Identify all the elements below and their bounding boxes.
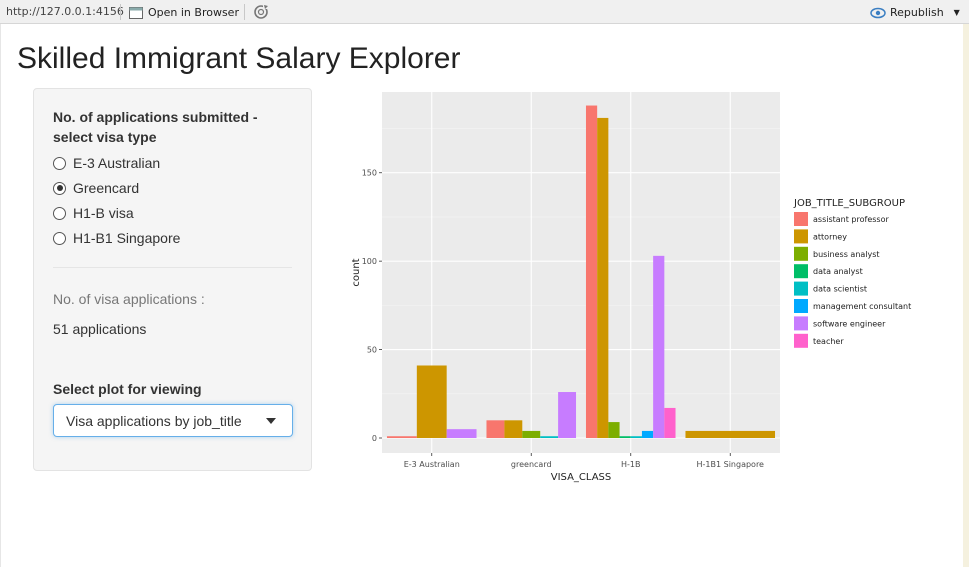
legend-label: management consultant bbox=[813, 302, 911, 311]
x-tick-label: E-3 Australian bbox=[404, 460, 460, 469]
legend-label: software engineer bbox=[813, 319, 886, 328]
url-text: http://127.0.0.1:4156 bbox=[6, 5, 124, 18]
radio-button-icon[interactable] bbox=[53, 156, 66, 170]
bar bbox=[522, 430, 541, 438]
publish-eye-icon bbox=[870, 7, 886, 18]
legend-label: attorney bbox=[813, 232, 847, 241]
bar bbox=[664, 407, 676, 438]
radio-button-selected-icon[interactable] bbox=[53, 181, 66, 195]
radio-option-h1b[interactable]: H1-B visa bbox=[53, 205, 134, 221]
legend-swatch bbox=[794, 212, 808, 226]
refresh-icon[interactable] bbox=[252, 3, 270, 21]
y-tick-label: 0 bbox=[372, 434, 377, 443]
visa-count-value: 51 applications bbox=[53, 321, 147, 337]
y-axis-title: count bbox=[351, 258, 362, 286]
legend-label: assistant professor bbox=[813, 215, 889, 224]
x-tick-label: greencard bbox=[511, 460, 552, 469]
y-tick-label: 100 bbox=[362, 257, 377, 266]
job-title-bar-chart: 0 50 100 150 E-3 Australian greencard H-1B H-1B… bbox=[351, 92, 911, 483]
radio-label: E-3 Australian bbox=[73, 155, 161, 171]
legend-title: JOB_TITLE_SUBGROUP bbox=[793, 198, 905, 209]
bar bbox=[416, 365, 447, 438]
open-in-browser-button[interactable]: Open in Browser bbox=[129, 4, 239, 21]
plot-panel bbox=[382, 92, 780, 453]
visa-type-label: No. of applications submitted - select v… bbox=[53, 109, 258, 145]
radio-label: Greencard bbox=[73, 180, 140, 196]
chevron-down-icon[interactable]: ▼ bbox=[953, 8, 960, 17]
legend-swatch bbox=[794, 246, 808, 261]
radio-option-greencard[interactable]: Greencard bbox=[53, 180, 139, 196]
bar bbox=[386, 436, 417, 438]
x-tick-label: H-1B1 Singapore bbox=[697, 460, 765, 469]
sidebar-panel: No. of applications submitted - select v… bbox=[33, 88, 312, 471]
bar bbox=[608, 422, 620, 438]
republish-button[interactable]: Republish ▼ bbox=[870, 4, 960, 21]
bar bbox=[630, 436, 642, 438]
radio-button-icon[interactable] bbox=[53, 231, 66, 245]
plot-select-value: Visa applications by job_title bbox=[66, 413, 242, 429]
bar bbox=[486, 420, 505, 438]
legend-swatch bbox=[794, 281, 808, 296]
divider bbox=[53, 267, 292, 268]
visa-count-label: No. of visa applications : bbox=[53, 291, 205, 307]
plot-select-dropdown[interactable]: Visa applications by job_title bbox=[53, 404, 293, 437]
bar bbox=[446, 429, 477, 438]
browser-icon bbox=[129, 6, 143, 19]
bar bbox=[540, 436, 559, 438]
legend-swatch bbox=[794, 229, 808, 244]
toolbar-divider bbox=[120, 4, 121, 20]
radio-option-h1b1[interactable]: H1-B1 Singapore bbox=[53, 230, 180, 246]
republish-label: Republish bbox=[890, 6, 944, 19]
scrollbar-strip bbox=[963, 24, 969, 567]
plot-select-label: Select plot for viewing bbox=[53, 381, 202, 397]
bar bbox=[597, 117, 609, 439]
bar bbox=[558, 392, 577, 438]
radio-button-icon[interactable] bbox=[53, 206, 66, 220]
bar bbox=[653, 255, 665, 438]
legend-label: business analyst bbox=[813, 250, 880, 259]
legend-label: teacher bbox=[813, 337, 844, 346]
legend-swatch bbox=[794, 333, 808, 348]
radio-label: H1-B visa bbox=[73, 205, 134, 221]
legend-label: data scientist bbox=[813, 285, 867, 294]
bar bbox=[504, 420, 523, 438]
caret-down-icon[interactable] bbox=[266, 418, 276, 424]
legend-swatch bbox=[794, 264, 808, 279]
toolbar-divider bbox=[244, 4, 245, 20]
radio-label: H1-B1 Singapore bbox=[73, 230, 181, 246]
y-tick-label: 50 bbox=[367, 346, 377, 355]
radio-option-e3[interactable]: E-3 Australian bbox=[53, 155, 160, 171]
viewer-toolbar: http://127.0.0.1:4156 Open in Browser Re… bbox=[0, 0, 969, 24]
legend-label: data analyst bbox=[813, 267, 863, 276]
x-tick-label: H-1B bbox=[621, 460, 640, 469]
open-in-browser-label: Open in Browser bbox=[148, 6, 239, 19]
bar bbox=[641, 430, 654, 438]
x-axis-title: VISA_CLASS bbox=[551, 472, 611, 483]
legend-swatch bbox=[794, 299, 808, 313]
bar bbox=[619, 436, 631, 438]
legend-swatch bbox=[794, 316, 808, 331]
y-tick-label: 150 bbox=[362, 169, 377, 178]
bar bbox=[585, 105, 598, 439]
page-title: Skilled Immigrant Salary Explorer bbox=[17, 42, 461, 75]
bar bbox=[685, 430, 776, 438]
